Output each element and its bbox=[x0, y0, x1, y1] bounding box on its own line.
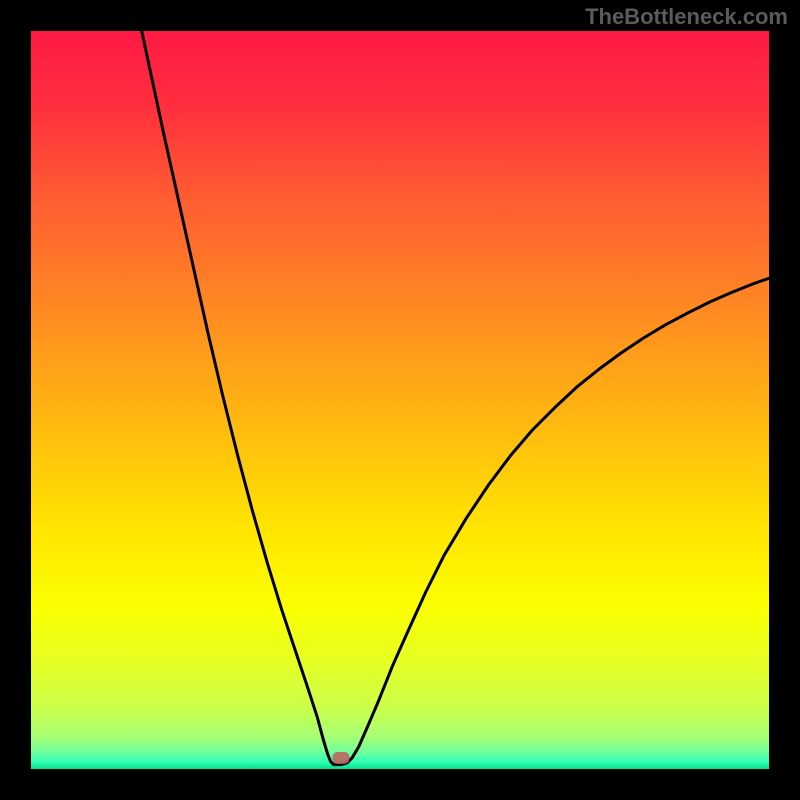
watermark-text: TheBottleneck.com bbox=[585, 4, 788, 30]
minimum-marker bbox=[332, 752, 349, 764]
marker-icon bbox=[332, 752, 349, 764]
curve-path bbox=[142, 31, 769, 765]
plot-area bbox=[31, 31, 769, 769]
chart-container: TheBottleneck.com bbox=[0, 0, 800, 800]
bottleneck-curve bbox=[31, 31, 769, 769]
